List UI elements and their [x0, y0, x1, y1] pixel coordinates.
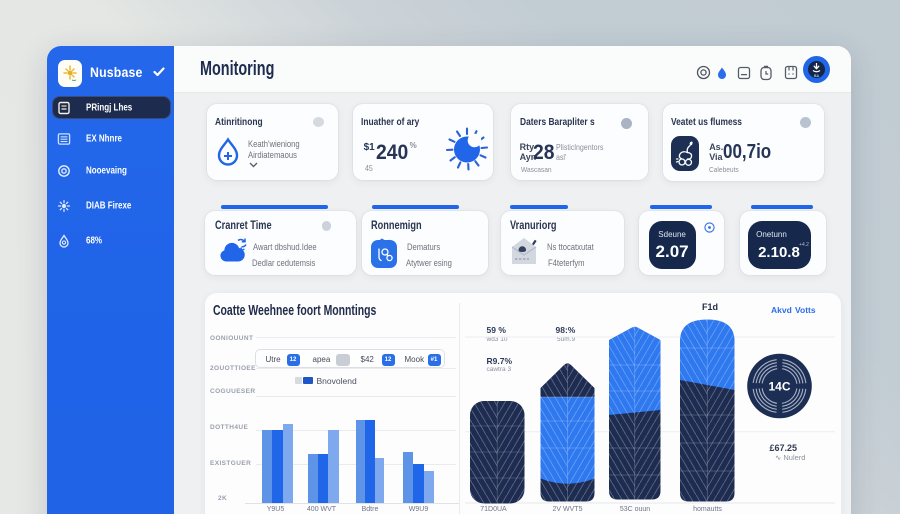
svg-text:14C: 14C: [768, 380, 790, 394]
